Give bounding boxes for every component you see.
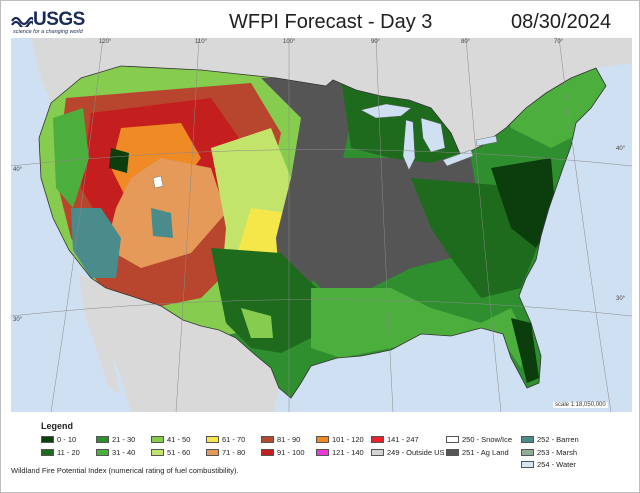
legend-label: 249 - Outside US [387, 447, 445, 457]
legend-item: 251 - Ag Land [446, 447, 509, 457]
legend-label: 101 - 120 [332, 434, 364, 444]
legend-item: 21 - 30 [96, 434, 135, 444]
lon-label-3: 100° [283, 39, 296, 45]
legend-swatch [96, 448, 109, 456]
legend-item: 0 - 10 [41, 434, 76, 444]
lat-label-left-40: 40° [13, 167, 23, 173]
mexico-land [91, 278, 279, 412]
legend-swatch [521, 460, 534, 468]
legend-label: 254 - Water [537, 459, 576, 469]
legend-title: Legend [41, 421, 74, 431]
legend-item: 41 - 50 [151, 434, 190, 444]
legend-swatch [446, 448, 459, 456]
legend-swatch [261, 435, 274, 443]
baja-peninsula [79, 274, 119, 393]
legend-swatch [521, 448, 534, 456]
legend-label: 31 - 40 [112, 447, 136, 457]
legend-item: 250 - Snow/Ice [446, 434, 512, 444]
lat-label-left-30: 30° [13, 317, 23, 323]
legend-swatch [41, 435, 54, 443]
wfpi-map: 120° 110° 100° 90° 80° 70° 40° 30° 40° 3… [11, 38, 632, 412]
legend-swatch [261, 448, 274, 456]
lake-ontario [475, 135, 498, 147]
legend-swatch [316, 448, 329, 456]
lon-label-4: 90° [371, 39, 381, 45]
legend-item: 249 - Outside US [371, 447, 445, 457]
lake-erie [442, 149, 474, 167]
legend-label: 21 - 30 [112, 434, 136, 444]
legend-label: 61 - 70 [222, 434, 246, 444]
legend-item: 91 - 100 [261, 447, 305, 457]
legend-label: 0 - 10 [57, 434, 77, 444]
legend-item: 31 - 40 [96, 447, 135, 457]
lon-label-5: 80° [461, 39, 471, 45]
legend-label: 252 - Barren [537, 434, 579, 444]
legend-swatch [151, 448, 164, 456]
legend-item: 51 - 60 [151, 447, 190, 457]
legend-swatch [521, 435, 534, 443]
forecast-date: 08/30/2024 [511, 11, 612, 33]
legend-item: 61 - 70 [206, 434, 245, 444]
legend-label: 71 - 80 [222, 447, 246, 457]
lon-label-6: 70° [554, 39, 564, 45]
legend-label: 250 - Snow/Ice [462, 434, 513, 444]
legend-label: 51 - 60 [167, 447, 191, 457]
legend-label: 253 - Marsh [537, 447, 578, 457]
legend-swatch [41, 448, 54, 456]
us-outline [38, 65, 607, 399]
legend-swatch [371, 435, 384, 443]
usgs-logo: USGS science for a changing world [11, 9, 107, 39]
legend-item: 121 - 140 [316, 447, 364, 457]
legend-item: 71 - 80 [206, 447, 245, 457]
legend-item: 101 - 120 [316, 434, 364, 444]
legend-swatch [316, 435, 329, 443]
legend-swatch [206, 435, 219, 443]
legend-label: 91 - 100 [277, 447, 305, 457]
legend-item: 253 - Marsh [521, 447, 577, 457]
lake-michigan [402, 119, 416, 171]
lake-superior [360, 103, 412, 119]
legend-swatch [96, 435, 109, 443]
lat-label-right-40: 40° [616, 146, 626, 152]
logo-text: USGS [33, 9, 85, 30]
legend-item: 141 - 247 [371, 434, 419, 444]
logo-tagline: science for a changing world [13, 29, 83, 35]
legend-swatch [151, 435, 164, 443]
canada-land [31, 38, 632, 156]
legend-swatch [206, 448, 219, 456]
legend-label: 251 - Ag Land [462, 447, 509, 457]
legend-swatch [371, 448, 384, 456]
graticule [11, 38, 632, 412]
index-footnote: Wildland Fire Potential Index (numerical… [11, 466, 239, 475]
legend-label: 11 - 20 [57, 447, 80, 457]
legend-item: 11 - 20 [41, 447, 80, 457]
lat-label-right-30: 30° [616, 296, 626, 302]
lake-huron [420, 117, 446, 153]
legend-item: 81 - 90 [261, 434, 300, 444]
lon-label-1: 120° [99, 39, 112, 45]
lon-label-2: 110° [195, 39, 208, 45]
legend-item: 252 - Barren [521, 434, 579, 444]
map-title: WFPI Forecast - Day 3 [229, 11, 433, 33]
great-salt-lake [152, 175, 164, 189]
legend-label: 41 - 50 [167, 434, 191, 444]
legend-label: 141 - 247 [387, 434, 419, 444]
legend-label: 81 - 90 [277, 434, 301, 444]
legend-swatch [446, 435, 459, 443]
usgs-wave-icon [11, 16, 33, 27]
legend-item: 254 - Water [521, 459, 576, 469]
map-scale-note: scale 1:18,050,000 [553, 402, 608, 408]
legend-label: 121 - 140 [332, 447, 364, 457]
